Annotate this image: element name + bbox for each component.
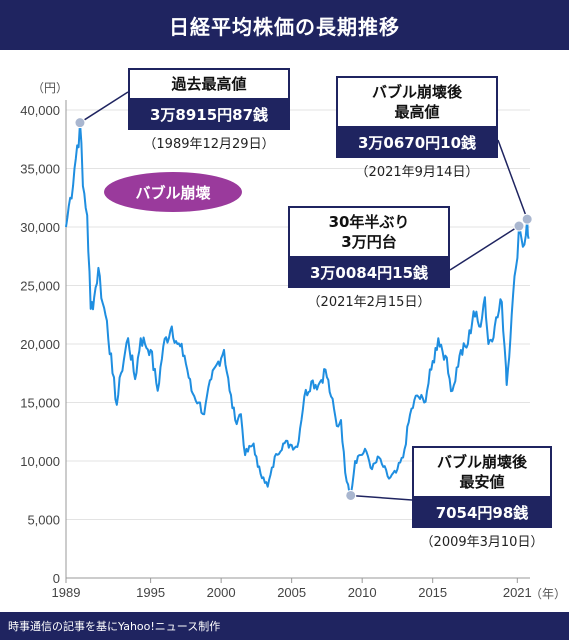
callout-peak: 過去最高値 3万8915円87銭 （1989年12月29日） [128,68,290,152]
markers [74,117,533,501]
callout-low-title: バブル崩壊後 最安値 [412,446,552,498]
y-tick-label: 15,000 [20,396,60,411]
footer-credit: 時事通信の記事を基にYahoo!ニュース制作 [0,612,569,640]
callout-thirty-value: 3万0084円15銭 [288,258,450,288]
callout-thirty-date: （2021年2月15日） [307,295,431,310]
x-tick-label: 2021 [503,585,532,600]
y-unit-label: （円） [32,81,68,95]
leader-line [497,139,528,220]
x-tick-label: 2010 [348,585,377,600]
x-tick-label: 1989 [52,585,81,600]
leader-lines [79,91,528,501]
callout-peak-title: 過去最高値 [128,68,290,100]
low-marker [345,489,357,501]
post-bubble-high-marker [521,213,533,225]
callout-thirty-title: 30年半ぶり 3万円台 [288,206,450,258]
leader-line [449,225,520,271]
y-tick-label: 35,000 [20,162,60,177]
leader-line [79,91,129,124]
x-unit-label: （年） [530,587,566,601]
callout-post-bubble-high: バブル崩壊後 最高値 3万0670円10銭 （2021年9月14日） [336,76,498,180]
callout-peak-date: （1989年12月29日） [143,137,275,152]
thirty-marker [513,220,525,232]
x-axis: 1989 1995 2000 2005 2010 2015 2021 [52,578,532,600]
callout-post-date: （2021年9月14日） [355,165,479,180]
y-axis: 0 5,000 10,000 15,000 20,000 25,000 30,000 35,0… [20,100,67,586]
callout-low-date: （2009年3月10日） [420,535,544,550]
bubble-collapse-label: バブル崩壊 [104,172,242,212]
y-tick-label: 30,000 [20,220,60,235]
y-tick-label: 20,000 [20,337,60,352]
y-tick-label: 40,000 [20,103,60,118]
series-line [65,121,530,497]
callout-low: バブル崩壊後 最安値 7054円98銭 （2009年3月10日） [412,446,552,550]
chart-title: 日経平均株価の長期推移 [0,0,569,50]
callout-peak-value: 3万8915円87銭 [128,100,290,130]
callout-post-title: バブル崩壊後 最高値 [336,76,498,128]
peak-marker [74,117,86,129]
callout-thirty: 30年半ぶり 3万円台 3万0084円15銭 （2021年2月15日） [288,206,450,310]
y-tick-label: 5,000 [27,513,60,528]
x-tick-label: 2005 [277,585,306,600]
y-tick-label: 25,000 [20,279,60,294]
x-tick-label: 2015 [418,585,447,600]
y-tick-label: 10,000 [20,454,60,469]
leader-line [350,494,413,501]
y-tick-label: 0 [53,571,60,586]
x-tick-label: 1995 [136,585,165,600]
x-tick-label: 2000 [207,585,236,600]
callout-low-value: 7054円98銭 [412,498,552,528]
callout-post-value: 3万0670円10銭 [336,128,498,158]
